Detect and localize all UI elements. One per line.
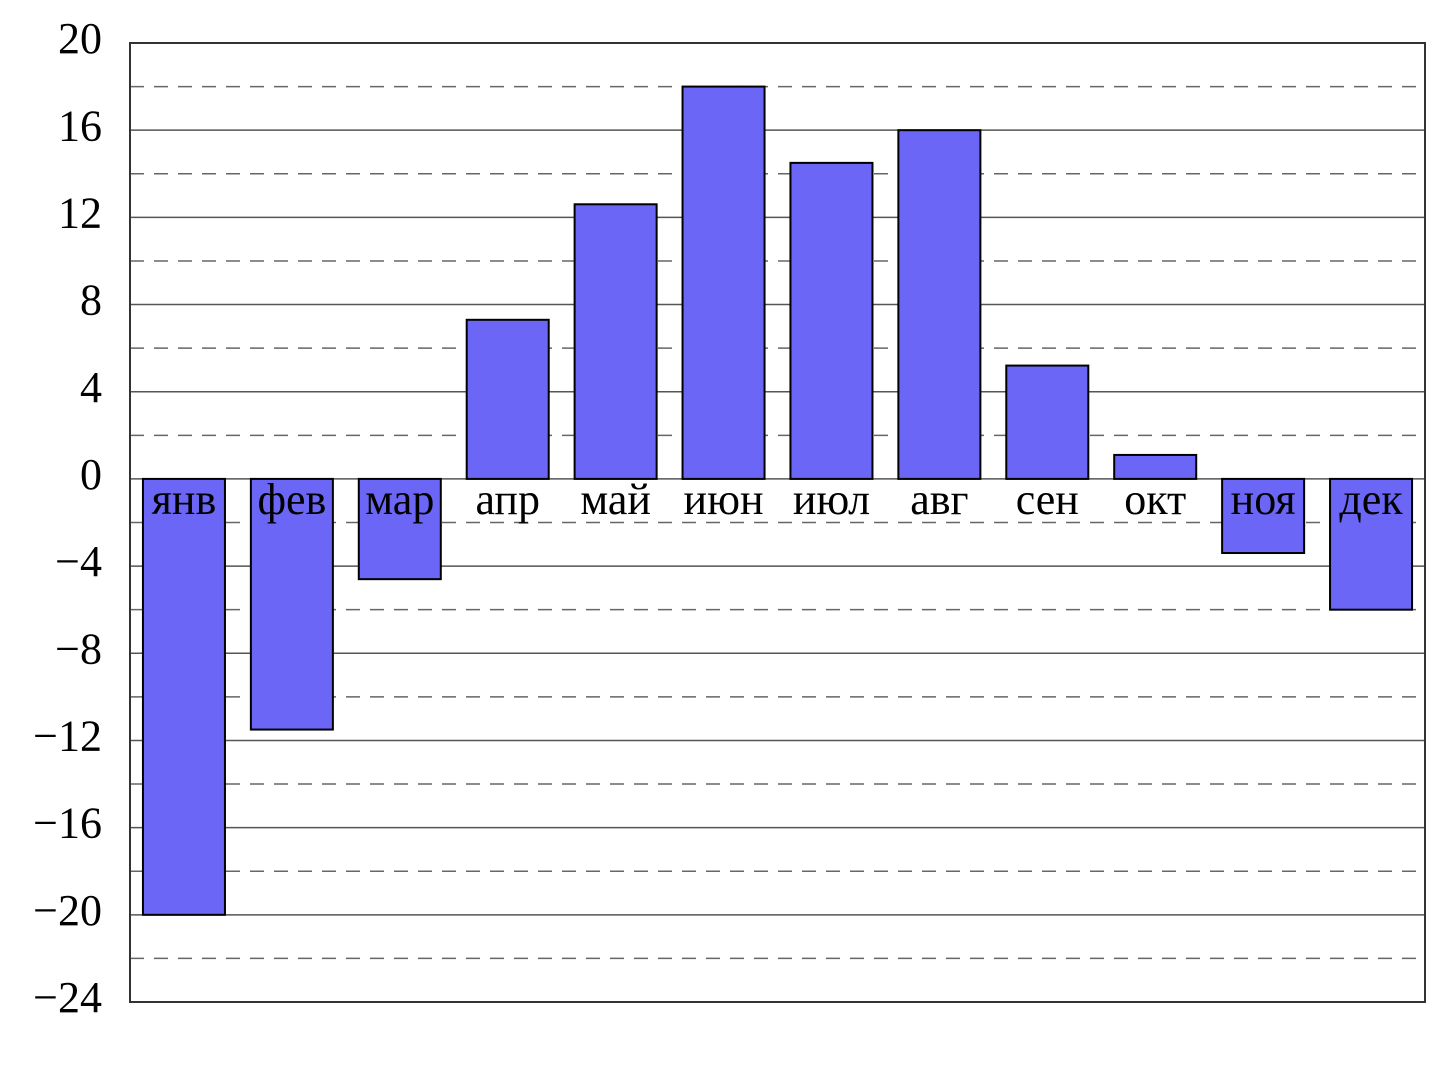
y-tick-label: −12 [33, 712, 102, 761]
bar [141, 477, 226, 916]
y-tick-label: −8 [55, 624, 102, 673]
x-tick-label: авг [910, 475, 968, 524]
x-tick-label: ноя [1231, 475, 1296, 524]
plot-border [129, 42, 1426, 1003]
bar [1005, 364, 1090, 480]
bar [465, 318, 550, 480]
x-tick-label: апр [475, 475, 540, 524]
y-tick-label: −16 [33, 799, 102, 848]
plot-area [130, 43, 1425, 1002]
bar [789, 161, 874, 480]
y-tick-label: 8 [80, 276, 102, 325]
bar [1329, 477, 1414, 611]
y-tick-label: 20 [58, 14, 102, 63]
x-tick-label: июн [684, 475, 764, 524]
bar [1113, 453, 1198, 480]
y-tick-label: 16 [58, 101, 102, 150]
y-tick-label: 4 [80, 363, 102, 412]
bar [681, 85, 766, 480]
bar [357, 477, 442, 581]
bar [573, 203, 658, 480]
x-tick-label: дек [1339, 475, 1403, 524]
x-tick-label: фев [257, 475, 326, 524]
y-tick-label: 12 [58, 188, 102, 237]
y-tick-label: 0 [80, 450, 102, 499]
bar [1221, 477, 1306, 555]
x-tick-label: сен [1016, 475, 1079, 524]
bar [897, 129, 982, 480]
x-tick-label: июл [793, 475, 870, 524]
x-tick-label: янв [152, 475, 217, 524]
x-tick-label: мар [365, 475, 434, 524]
x-tick-label: окт [1124, 475, 1186, 524]
y-tick-label: −4 [55, 537, 102, 586]
y-tick-label: −24 [33, 973, 102, 1022]
y-tick-label: −20 [33, 886, 102, 935]
bar [249, 477, 334, 731]
x-tick-label: май [580, 475, 651, 524]
